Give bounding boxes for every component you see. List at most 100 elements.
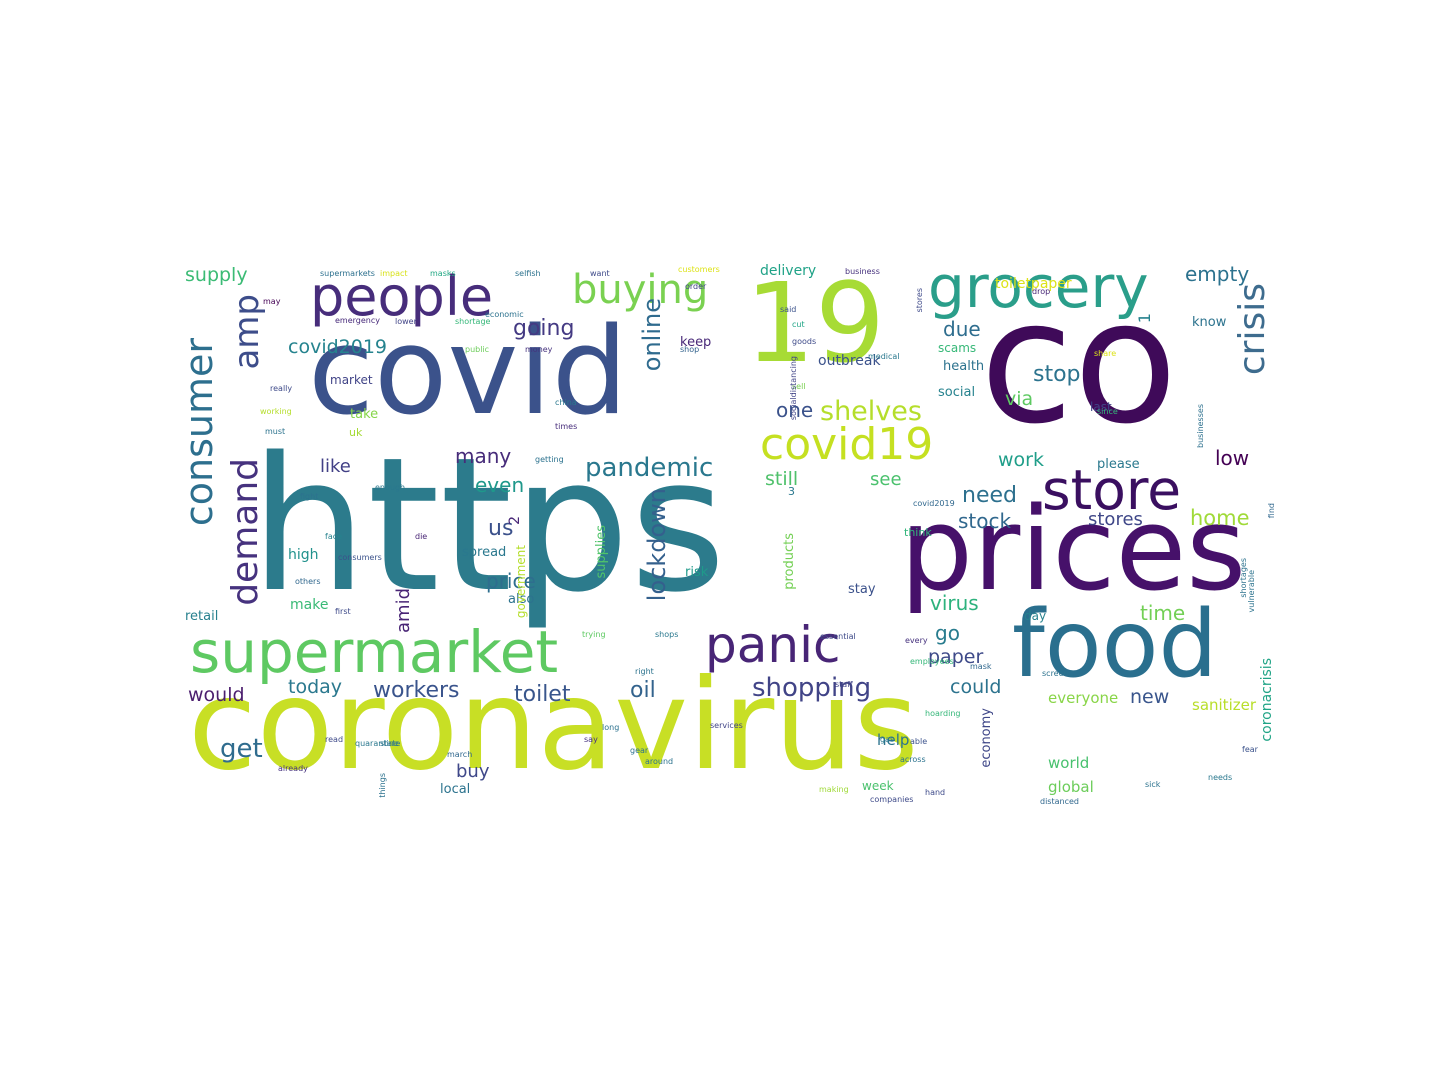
word-take: take (350, 407, 379, 422)
word-think: think (904, 526, 932, 539)
word-stock: stock (958, 509, 1012, 533)
word-covid: covid (308, 303, 628, 442)
word-coronacrisis: coronacrisis (1259, 658, 1275, 742)
word-order: order (685, 282, 707, 291)
word-stop: stop (1033, 362, 1081, 387)
word-employees: employees (910, 657, 954, 666)
word-scams: scams (938, 341, 977, 355)
word-cloud: https coronavirus co covid prices 19 food groce… (180, 258, 1280, 810)
word-supermarket: supermarket (190, 618, 559, 686)
word-need: need (962, 483, 1017, 508)
word-shops: shops (655, 630, 679, 639)
word-covid2019: covid2019 (288, 336, 388, 358)
word-goods: goods (792, 337, 817, 346)
word-consumers: consumers (338, 553, 382, 562)
word-shop: shop (680, 345, 700, 354)
word-co: co (980, 264, 1178, 462)
word-global: global (1048, 778, 1094, 796)
word-grocery: grocery (928, 258, 1149, 321)
word-pandemic: pandemic (585, 453, 714, 483)
word-customers: customers (678, 265, 720, 274)
word-amid: amid (393, 588, 414, 633)
word-buy: buy (456, 761, 490, 782)
word-new: new (1130, 686, 1170, 708)
word-still: still (765, 468, 799, 490)
word-delivery: delivery (760, 263, 817, 279)
word-3: 3 (788, 485, 795, 498)
word-via: via (1005, 388, 1034, 410)
word-market: market (330, 373, 373, 387)
word-share: share (1094, 349, 1117, 358)
word-today: today (288, 676, 343, 698)
word-2: 2 (507, 516, 523, 525)
word-see: see (870, 469, 902, 490)
word-many: many (455, 444, 512, 468)
word-times: times (555, 422, 578, 431)
word-time: time (1140, 601, 1186, 625)
word-buying: buying (572, 267, 709, 313)
word-march: march (447, 750, 473, 759)
word-due: due (943, 317, 981, 341)
word-vulnerable: vulnerable (1247, 570, 1256, 613)
word-demand: demand (225, 458, 266, 606)
word-since: since (1097, 407, 1118, 416)
word-screens: screens (1042, 669, 1073, 678)
word-first: first (335, 607, 351, 616)
word-drop: drop (1032, 287, 1051, 296)
word-week: week (862, 779, 894, 793)
word-businesses: businesses (1196, 404, 1205, 448)
word-die: die (415, 532, 428, 541)
word-working: working (260, 407, 292, 416)
word-day: day (1024, 609, 1047, 623)
word-needs: needs (1208, 773, 1233, 782)
word-must: must (265, 427, 286, 436)
word-said: said (780, 305, 797, 314)
word-people: people (310, 265, 494, 328)
word-around: around (645, 757, 674, 766)
word-others: others (295, 577, 321, 586)
word-amp: amp (227, 294, 267, 370)
word-enough: enough (375, 483, 406, 492)
word-fight: fight (300, 492, 319, 501)
word-virus: virus (930, 591, 979, 615)
word-socialdistancing: socialdistancing (789, 356, 798, 421)
word-last: last (1090, 400, 1112, 414)
word-could: could (950, 676, 1002, 698)
word-medical: medical (868, 352, 900, 361)
word-empty: empty (1185, 262, 1250, 286)
word-make: make (290, 597, 329, 613)
word-crisis: crisis (1232, 283, 1273, 376)
word-go: go (935, 621, 960, 645)
word-services: services (710, 721, 743, 730)
word-price: price (486, 569, 536, 593)
word-food: food (1012, 590, 1218, 698)
word-world: world (1048, 754, 1090, 772)
word-business: business (845, 267, 880, 276)
word-companies: companies (870, 795, 914, 804)
word-paper: paper (928, 646, 984, 668)
word-home: home (1190, 506, 1250, 530)
word-19: 19 (745, 259, 885, 387)
word-economic: economic (485, 310, 524, 319)
word-lockdown: lockdown (643, 488, 671, 602)
word-supply: supply (185, 264, 248, 286)
word-shopping: shopping (752, 673, 872, 703)
word-may: may (263, 297, 281, 306)
word-read: read (325, 735, 344, 744)
word-selfish: selfish (515, 269, 541, 278)
word-oil: oil (630, 678, 656, 703)
word-masks: masks (430, 269, 456, 278)
word-money: money (525, 345, 553, 354)
word-low: low (1215, 446, 1250, 470)
word-cut: cut (792, 320, 805, 329)
word-work: work (998, 449, 1044, 471)
word-risk: risk (685, 565, 709, 580)
word-essential: essential (820, 632, 856, 641)
word-sanitizer: sanitizer (1192, 696, 1256, 714)
word-fear: fear (1242, 745, 1258, 754)
word-stores: stores (915, 288, 924, 313)
word-please: please (1097, 457, 1140, 472)
word-right: right (635, 667, 654, 676)
word-stay: stay (848, 582, 876, 597)
word-outbreak: outbreak (818, 353, 881, 369)
